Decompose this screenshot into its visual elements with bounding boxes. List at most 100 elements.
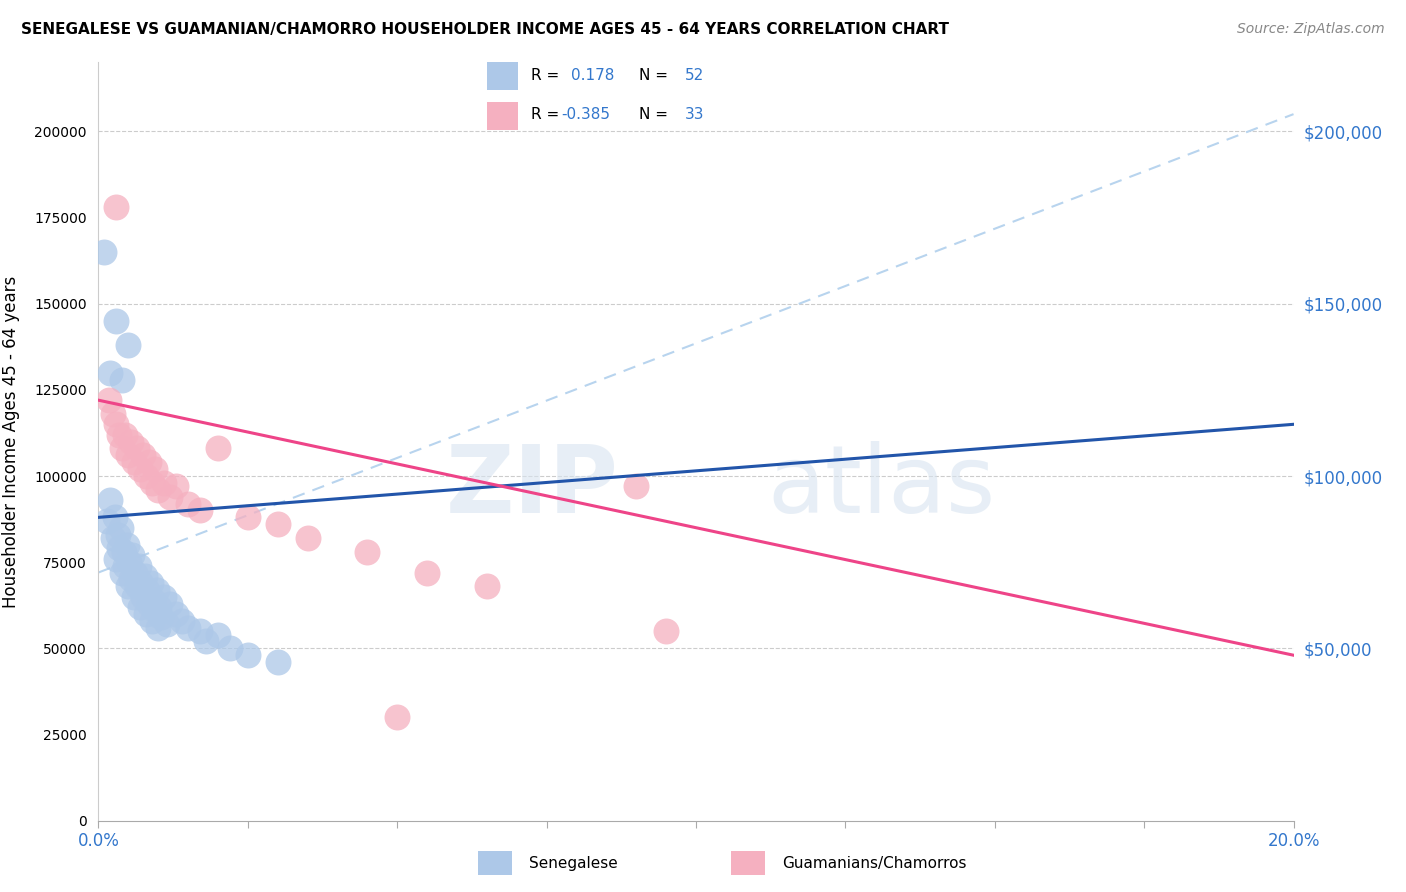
Point bbox=[356, 545, 378, 559]
Point bbox=[131, 575, 153, 590]
Point bbox=[297, 531, 319, 545]
Point bbox=[129, 599, 152, 614]
Point bbox=[111, 442, 134, 456]
Point bbox=[156, 617, 179, 632]
Text: SENEGALESE VS GUAMANIAN/CHAMORRO HOUSEHOLDER INCOME AGES 45 - 64 YEARS CORRELATI: SENEGALESE VS GUAMANIAN/CHAMORRO HOUSEHO… bbox=[21, 22, 949, 37]
Point bbox=[139, 575, 162, 590]
Point bbox=[124, 590, 146, 604]
Point bbox=[143, 603, 166, 617]
Point bbox=[132, 448, 155, 462]
Point bbox=[105, 200, 128, 214]
Point bbox=[117, 338, 139, 352]
Point bbox=[127, 579, 149, 593]
Text: Guamanians/Chamorros: Guamanians/Chamorros bbox=[782, 855, 966, 871]
Point bbox=[128, 558, 150, 573]
Point bbox=[105, 314, 128, 328]
Point bbox=[150, 610, 173, 624]
Point bbox=[153, 475, 176, 490]
Point bbox=[112, 545, 135, 559]
Y-axis label: Householder Income Ages 45 - 64 years: Householder Income Ages 45 - 64 years bbox=[1, 276, 20, 607]
Point bbox=[117, 579, 139, 593]
Point bbox=[98, 393, 121, 408]
Point bbox=[177, 621, 200, 635]
Text: 33: 33 bbox=[685, 107, 704, 122]
Point bbox=[207, 442, 229, 456]
Bar bbox=[488, 62, 519, 90]
Point bbox=[111, 372, 134, 386]
Point bbox=[135, 607, 157, 621]
Point bbox=[127, 442, 149, 456]
Point bbox=[655, 624, 678, 639]
Point bbox=[146, 582, 169, 597]
Point bbox=[236, 648, 259, 663]
Point bbox=[124, 455, 146, 469]
Point bbox=[153, 590, 176, 604]
Point bbox=[236, 510, 259, 524]
Point bbox=[148, 483, 170, 497]
Point bbox=[195, 634, 218, 648]
Point bbox=[118, 555, 141, 569]
Text: 0.178: 0.178 bbox=[571, 69, 614, 84]
Point bbox=[107, 527, 129, 541]
Point bbox=[135, 469, 157, 483]
Point bbox=[138, 455, 160, 469]
Text: atlas: atlas bbox=[768, 441, 995, 533]
Point bbox=[148, 621, 170, 635]
Point bbox=[96, 514, 118, 528]
Point bbox=[188, 624, 211, 639]
Point bbox=[172, 614, 194, 628]
Point bbox=[98, 493, 122, 508]
Point bbox=[136, 582, 159, 597]
Point bbox=[120, 434, 142, 449]
Bar bbox=[731, 851, 765, 875]
Point bbox=[93, 244, 115, 259]
Point bbox=[142, 593, 165, 607]
Bar bbox=[478, 851, 512, 875]
Bar bbox=[488, 102, 519, 130]
Point bbox=[132, 590, 155, 604]
Point bbox=[165, 479, 187, 493]
Point bbox=[207, 627, 229, 641]
Point bbox=[121, 548, 143, 563]
Point bbox=[117, 448, 139, 462]
Point bbox=[188, 503, 211, 517]
Text: -0.385: -0.385 bbox=[561, 107, 610, 122]
Text: Senegalese: Senegalese bbox=[529, 855, 617, 871]
Point bbox=[143, 462, 166, 476]
Text: 52: 52 bbox=[685, 69, 704, 84]
Text: Source: ZipAtlas.com: Source: ZipAtlas.com bbox=[1237, 22, 1385, 37]
Point bbox=[114, 558, 136, 573]
Point bbox=[98, 366, 122, 380]
Point bbox=[267, 517, 290, 532]
Point bbox=[110, 521, 132, 535]
Point bbox=[148, 599, 170, 614]
Point bbox=[165, 607, 187, 621]
Text: R =: R = bbox=[530, 107, 564, 122]
Point bbox=[129, 462, 152, 476]
Point bbox=[159, 490, 181, 504]
Point bbox=[385, 710, 409, 724]
Text: ZIP: ZIP bbox=[446, 441, 619, 533]
Point bbox=[141, 475, 163, 490]
Text: R =: R = bbox=[530, 69, 568, 84]
Point bbox=[475, 579, 498, 593]
Text: N =: N = bbox=[638, 107, 672, 122]
Point bbox=[416, 566, 439, 580]
Point bbox=[105, 551, 128, 566]
Point bbox=[159, 597, 181, 611]
Point bbox=[104, 510, 127, 524]
Text: N =: N = bbox=[638, 69, 672, 84]
Point bbox=[626, 479, 648, 493]
Point bbox=[103, 531, 125, 545]
Point bbox=[177, 497, 200, 511]
Point bbox=[120, 573, 142, 587]
Point bbox=[219, 641, 242, 656]
Point bbox=[108, 541, 131, 556]
Point bbox=[134, 569, 156, 583]
Point bbox=[267, 655, 290, 669]
Point bbox=[105, 417, 128, 432]
Point bbox=[108, 427, 131, 442]
Point bbox=[115, 538, 138, 552]
Point bbox=[141, 614, 163, 628]
Point bbox=[124, 566, 146, 580]
